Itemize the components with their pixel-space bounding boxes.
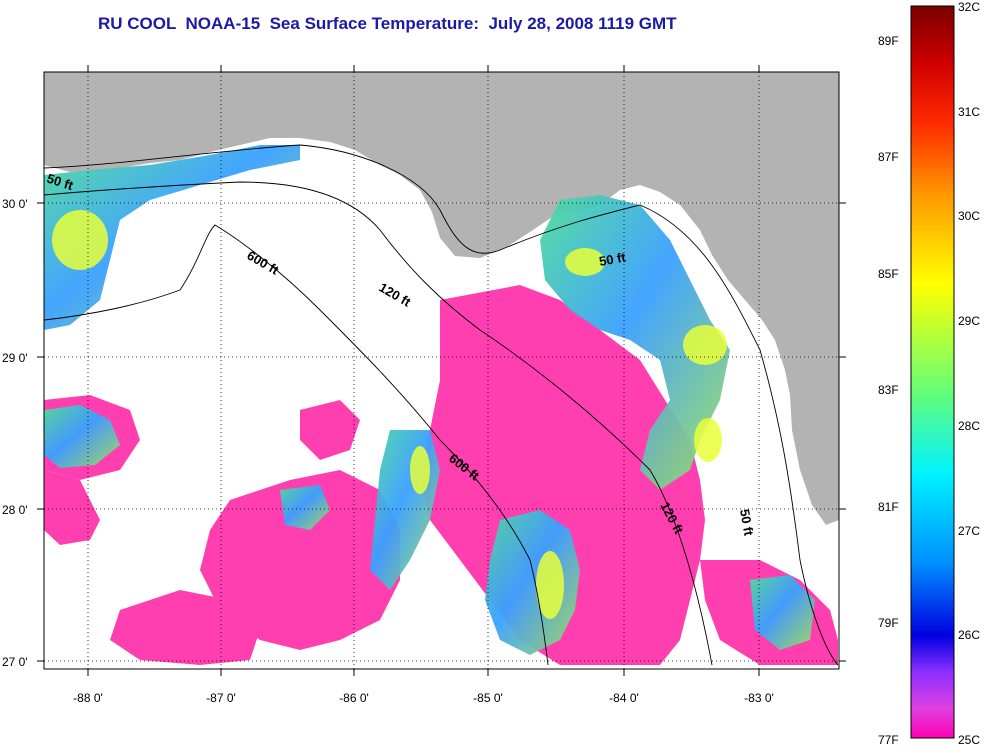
- celsius-label: 29C: [958, 314, 980, 328]
- fahrenheit-label: 87F: [878, 150, 899, 164]
- y-tick-label: 30 0': [2, 197, 28, 211]
- land-mass: [44, 72, 839, 525]
- celsius-label: 31C: [958, 105, 980, 119]
- celsius-label: 25C: [958, 733, 980, 747]
- celsius-label: 27C: [958, 524, 980, 538]
- x-tick-label: -84 0': [609, 691, 639, 705]
- y-tick-label: 29 0': [2, 351, 28, 365]
- fahrenheit-label: 83F: [878, 383, 899, 397]
- colorbar: 32C 31C 30C 29C 28C 27C 26C 25C 89F 87F …: [878, 0, 980, 747]
- celsius-label: 30C: [958, 209, 980, 223]
- contour-label: 50 ft: [598, 249, 628, 269]
- x-axis-labels: -88 0' -87 0' -86 0' -85 0' -84 0' -83 0…: [73, 691, 774, 705]
- page-title: RU COOL NOAA-15 Sea Surface Temperature:…: [98, 14, 677, 33]
- fahrenheit-label: 77F: [878, 733, 899, 747]
- fahrenheit-label: 89F: [878, 34, 899, 48]
- celsius-label: 32C: [958, 0, 980, 14]
- x-tick-label: -88 0': [73, 691, 103, 705]
- y-tick-label: 28 0': [2, 503, 28, 517]
- axis-ticks: [37, 65, 846, 676]
- x-tick-label: -85 0': [473, 691, 503, 705]
- y-axis-labels: 30 0' 29 0' 28 0' 27 0': [2, 197, 28, 669]
- x-tick-label: -86 0': [339, 691, 369, 705]
- x-tick-label: -83 0': [744, 691, 774, 705]
- x-tick-label: -87 0': [206, 691, 236, 705]
- contour-label: 50 ft: [737, 508, 757, 538]
- map-border: [43, 71, 840, 670]
- y-tick-label: 27 0': [2, 655, 28, 669]
- fahrenheit-label: 79F: [878, 616, 899, 630]
- colorbar-celsius-labels: 32C 31C 30C 29C 28C 27C 26C 25C: [958, 0, 980, 747]
- fahrenheit-label: 85F: [878, 267, 899, 281]
- depth-contours: [43, 144, 839, 666]
- celsius-label: 28C: [958, 419, 980, 433]
- colorbar-fahrenheit-labels: 89F 87F 85F 83F 81F 79F 77F: [878, 34, 899, 747]
- grid-lines: [44, 72, 839, 669]
- map-frame: -88 0' -87 0' -86 0' -85 0' -84 0' -83 0…: [2, 65, 846, 705]
- fahrenheit-label: 81F: [878, 500, 899, 514]
- celsius-label: 26C: [958, 628, 980, 642]
- colorbar-gradient: [910, 5, 955, 739]
- yellow-patches: [52, 210, 727, 619]
